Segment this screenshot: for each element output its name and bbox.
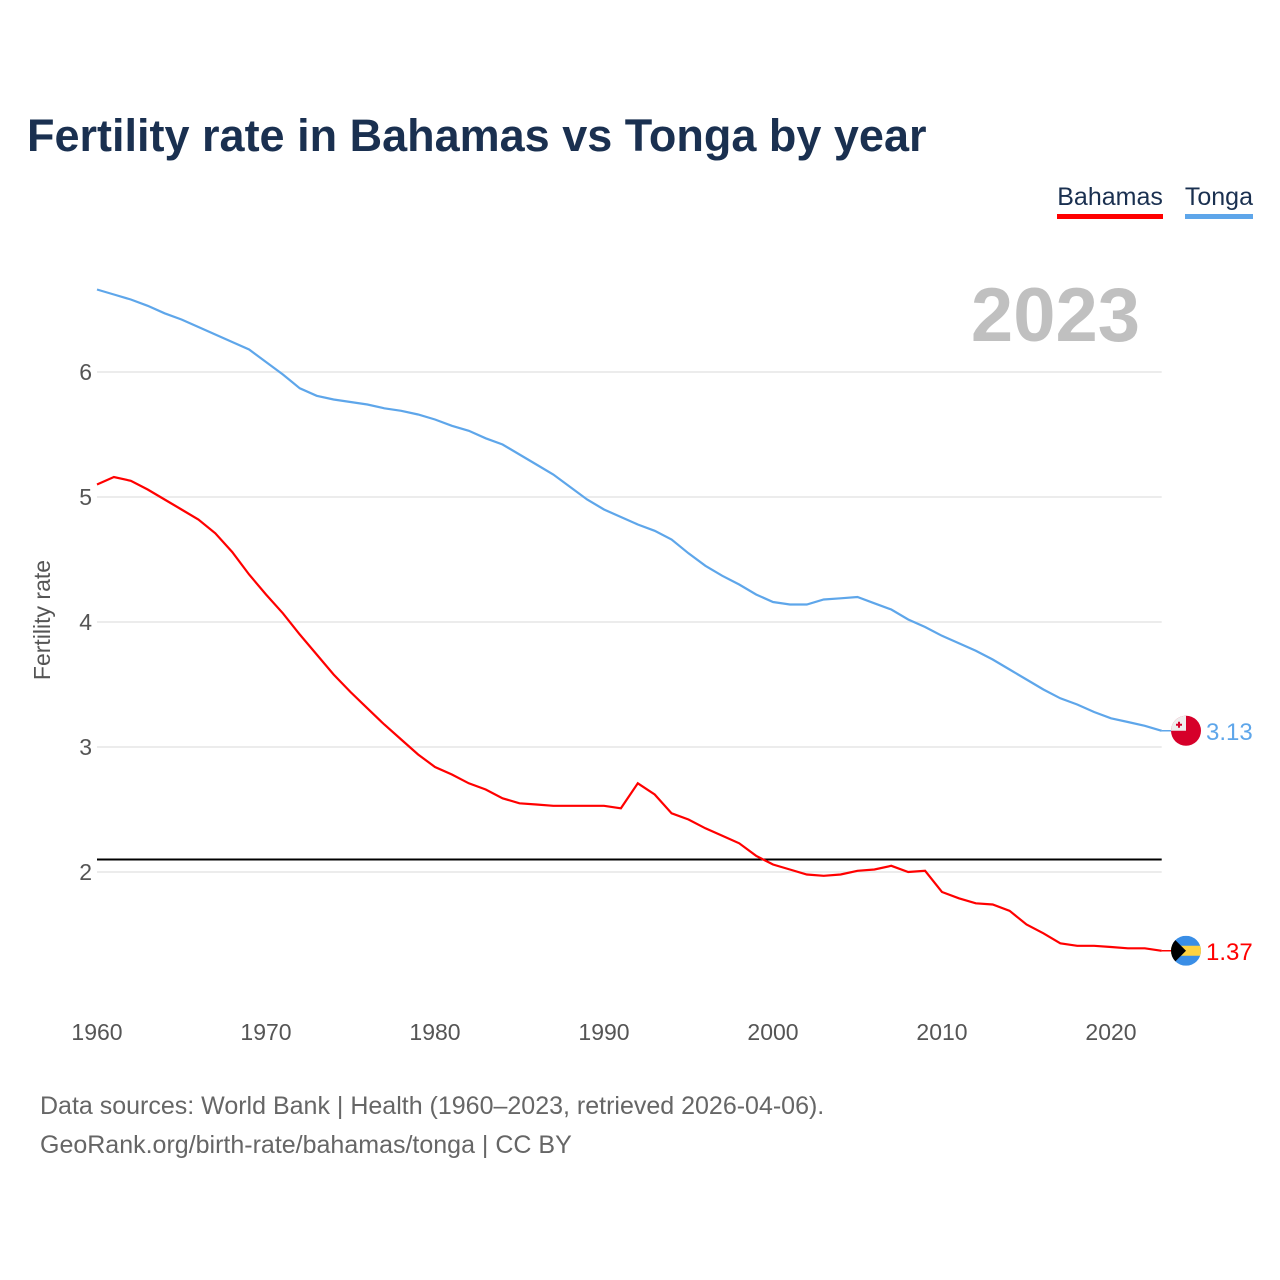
end-value-label-tonga: 3.13: [1206, 719, 1253, 746]
x-tick-label: 1970: [240, 1019, 291, 1045]
y-tick-label: 6: [79, 359, 92, 385]
legend-item-bahamas[interactable]: Bahamas: [1057, 183, 1163, 219]
source-line-2[interactable]: GeoRank.org/birth-rate/bahamas/tonga | C…: [40, 1131, 572, 1159]
x-tick-label: 1990: [578, 1019, 629, 1045]
x-tick-label: 2000: [747, 1019, 798, 1045]
source-line-1: Data sources: World Bank | Health (1960–…: [40, 1092, 825, 1120]
y-tick-label: 4: [79, 609, 92, 635]
y-axis-label: Fertility rate: [29, 560, 55, 680]
series-line-bahamas: [96, 475, 1162, 952]
chart-title: Fertility rate in Bahamas vs Tonga by ye…: [27, 110, 927, 161]
legend: Bahamas Tonga: [1057, 183, 1253, 219]
y-tick-label: 2: [79, 859, 92, 885]
x-tick-label: 2010: [916, 1019, 967, 1045]
source-note: Data sources: World Bank | Health (1960–…: [40, 1087, 824, 1165]
x-tick-label: 1980: [409, 1019, 460, 1045]
bahamas-flag-icon: [1171, 935, 1201, 966]
y-tick-label: 3: [79, 734, 92, 760]
x-tick-label: 2020: [1085, 1019, 1136, 1045]
tonga-flag-icon: [1171, 715, 1201, 746]
series-line-tonga: [96, 288, 1163, 732]
y-tick-label: 5: [79, 484, 92, 510]
year-label: 2023: [971, 273, 1140, 358]
legend-item-tonga[interactable]: Tonga: [1184, 183, 1253, 219]
end-value-label-bahamas: 1.37: [1206, 939, 1253, 966]
x-tick-label: 1960: [71, 1019, 122, 1045]
